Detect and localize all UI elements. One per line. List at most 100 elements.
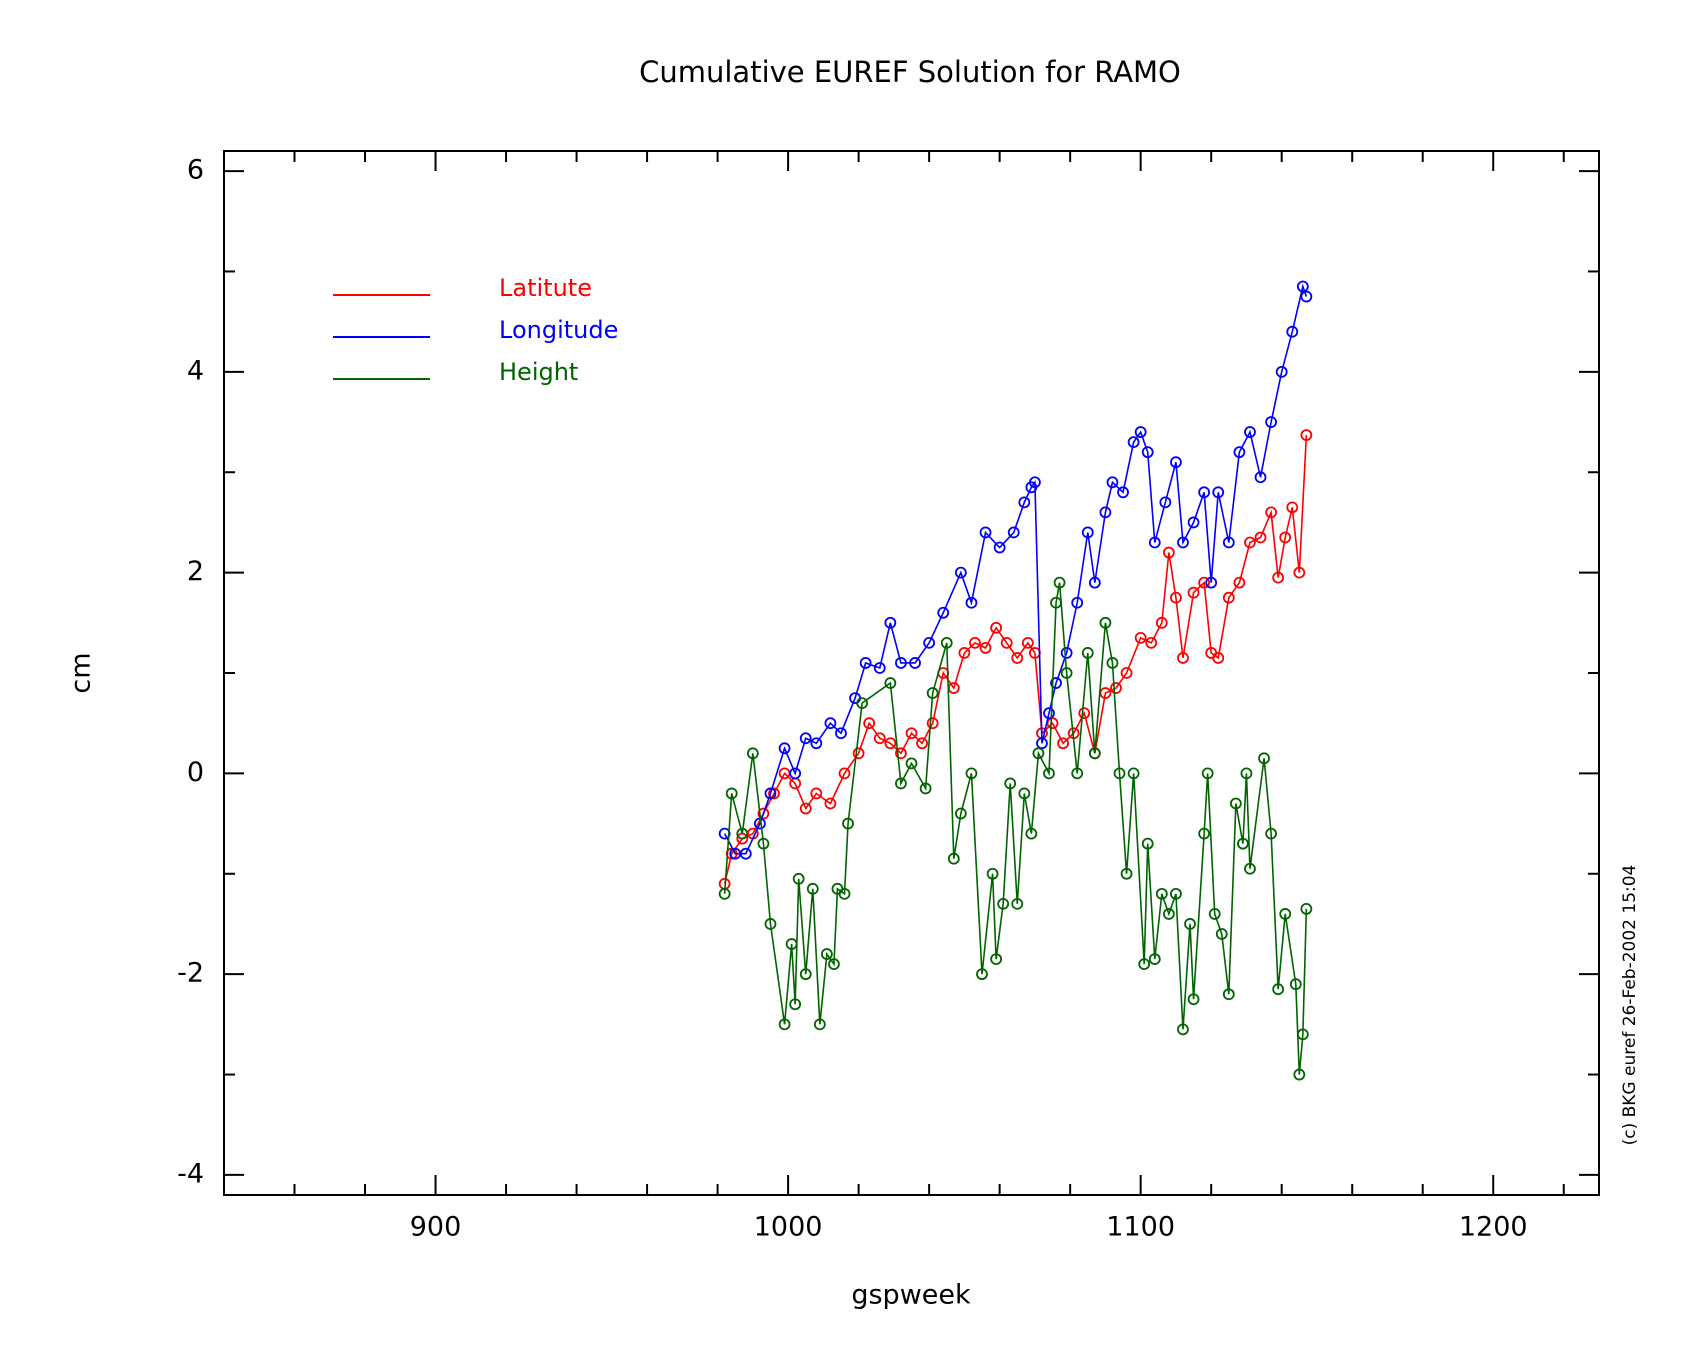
data-point: [1208, 908, 1221, 920]
data-point: [1240, 767, 1253, 780]
data-point: [1244, 536, 1256, 549]
data-point: [1106, 476, 1119, 489]
data-point: [1162, 908, 1175, 920]
data-point: [873, 732, 886, 745]
legend-label: Latitute: [499, 274, 592, 302]
data-point: [739, 847, 752, 860]
data-point: [1244, 426, 1256, 438]
data-point: [757, 837, 770, 850]
data-point: [1279, 531, 1292, 544]
data-point: [1000, 636, 1013, 649]
data-point: [1155, 887, 1168, 900]
data-point: [799, 732, 812, 745]
data-point: [1300, 290, 1313, 303]
data-point: [979, 642, 992, 654]
data-point: [1018, 787, 1031, 800]
data-point: [990, 953, 1003, 965]
data-point: [1272, 983, 1285, 996]
x-tick-label: 1200: [1459, 1212, 1528, 1243]
data-point: [884, 616, 897, 629]
data-point: [1088, 747, 1101, 760]
legend-label: Longitude: [499, 316, 618, 344]
x-tick-label: 1000: [754, 1212, 823, 1243]
data-point: [810, 737, 823, 750]
data-point: [1279, 908, 1292, 920]
data-point: [778, 1018, 791, 1031]
data-point: [863, 717, 876, 730]
data-point: [1036, 737, 1048, 750]
x-tick-label: 900: [410, 1212, 462, 1243]
data-point: [1187, 516, 1200, 529]
data-point: [1177, 536, 1189, 549]
data-point: [1222, 536, 1235, 549]
data-point: [990, 621, 1003, 634]
data-point: [1222, 591, 1235, 604]
y-axis-label: cm: [66, 652, 97, 693]
data-point: [1159, 496, 1172, 509]
data-point: [1117, 486, 1129, 499]
data-point: [997, 897, 1010, 910]
data-point: [1201, 767, 1214, 780]
data-point: [1053, 576, 1066, 589]
series-line: [723, 283, 1308, 855]
data-point: [1275, 365, 1288, 378]
data-point: [1120, 867, 1133, 880]
data-point: [905, 757, 918, 770]
data-point: [1265, 416, 1278, 428]
data-point: [1127, 767, 1140, 780]
data-point: [895, 657, 907, 669]
data-point: [1300, 429, 1313, 441]
data-point: [1198, 827, 1211, 840]
data-point: [1286, 325, 1299, 338]
data-point: [838, 767, 851, 780]
data-point: [1007, 526, 1020, 539]
data-point: [1170, 456, 1182, 469]
data-point: [895, 777, 907, 790]
data-point: [1081, 526, 1094, 539]
data-point: [1050, 677, 1062, 689]
data-point: [1233, 446, 1246, 459]
data-point: [1286, 501, 1299, 514]
data-point: [1233, 576, 1246, 589]
data-point: [1187, 993, 1200, 1006]
y-tick-label: 4: [187, 355, 204, 386]
data-point: [799, 968, 812, 981]
data-point: [954, 566, 967, 579]
data-point: [1296, 1028, 1309, 1041]
data-point: [824, 717, 837, 730]
y-tick-label: -2: [177, 958, 204, 989]
data-point: [1198, 576, 1211, 589]
data-point: [919, 782, 932, 795]
data-point: [1043, 707, 1055, 720]
data-point: [1004, 777, 1017, 790]
data-point: [1032, 747, 1045, 760]
data-point: [1110, 682, 1122, 694]
data-point: [969, 636, 981, 649]
data-point: [1148, 953, 1161, 965]
data-point: [1078, 707, 1091, 720]
data-point: [757, 807, 770, 820]
data-point: [965, 596, 978, 609]
data-point: [905, 727, 918, 740]
data-point: [1113, 767, 1126, 780]
data-point: [1222, 988, 1235, 1001]
data-point: [979, 526, 992, 539]
data-point: [965, 767, 978, 780]
data-point: [806, 882, 819, 895]
data-point: [986, 867, 999, 880]
data-point: [1265, 506, 1278, 519]
data-point: [1050, 596, 1062, 609]
y-tick-label: 0: [187, 757, 204, 788]
data-point: [909, 657, 921, 669]
data-point: [1170, 887, 1182, 900]
data-point: [1043, 767, 1055, 780]
data-point: [976, 968, 988, 981]
data-point: [718, 887, 731, 900]
data-point: [1187, 586, 1200, 599]
data-point: [1148, 536, 1161, 549]
data-point: [916, 737, 928, 750]
data-point: [835, 727, 847, 740]
data-point: [1046, 717, 1059, 730]
